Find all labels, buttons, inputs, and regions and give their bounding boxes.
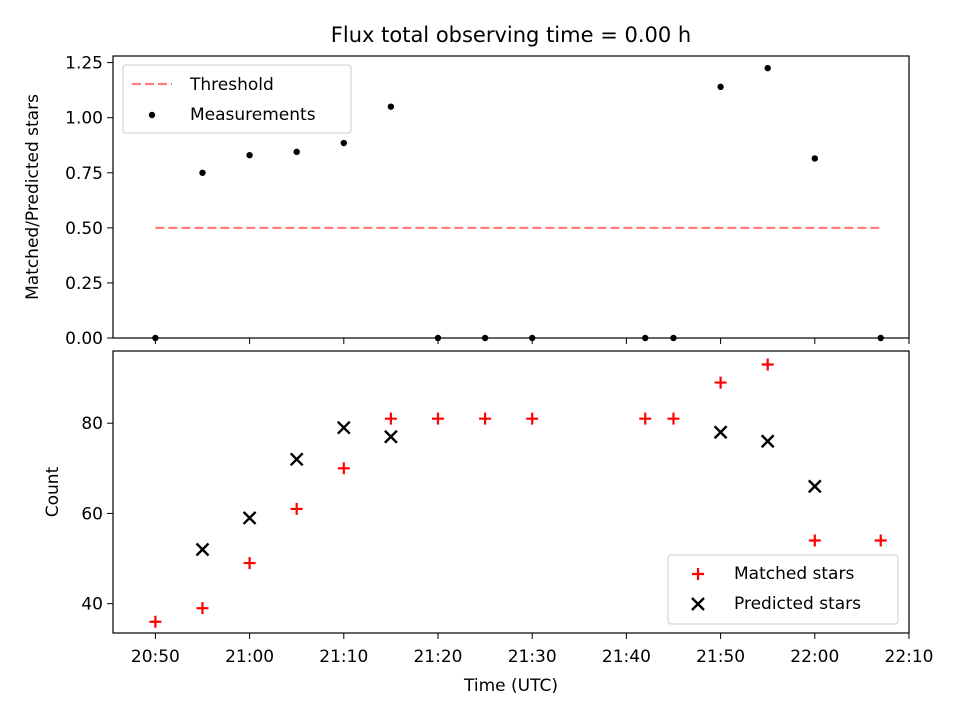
x-tick-label: 21:20 bbox=[413, 647, 462, 667]
legend-predicted-swatch bbox=[691, 597, 705, 611]
measurement-point bbox=[246, 151, 253, 159]
legend-measurements-swatch bbox=[148, 111, 156, 119]
legend-matched-swatch bbox=[692, 568, 704, 580]
measurement-point bbox=[811, 155, 818, 162]
matched-star-point bbox=[479, 412, 492, 425]
matched-star-point bbox=[431, 412, 444, 425]
y-tick-label: 0.75 bbox=[65, 164, 103, 184]
matched-star-point bbox=[290, 502, 303, 515]
legend-box bbox=[122, 64, 352, 134]
x-tick-label: 21:30 bbox=[508, 647, 557, 667]
y-tick-label: 1.00 bbox=[65, 109, 103, 129]
plot-frame bbox=[112, 55, 910, 339]
y-tick-label: 40 bbox=[81, 595, 103, 615]
predicted-star-point bbox=[713, 425, 728, 440]
y-tick-label: 1.25 bbox=[65, 54, 103, 74]
y-tick-label: 0.25 bbox=[65, 274, 103, 294]
x-tick-label: 21:40 bbox=[602, 647, 651, 667]
measurement-point bbox=[293, 148, 300, 156]
measurement-point bbox=[434, 334, 442, 342]
legend-threshold-label: Threshold bbox=[189, 75, 274, 95]
measurement-point bbox=[152, 334, 159, 342]
matched-star-point bbox=[808, 534, 821, 547]
matched-star-point bbox=[714, 376, 727, 389]
x-tick-label: 21:00 bbox=[225, 647, 274, 667]
predicted-star-point bbox=[760, 434, 775, 449]
series-predicted-stars bbox=[195, 420, 822, 557]
legend-measurements-label: Measurements bbox=[190, 105, 316, 125]
x-tick-label: 20:50 bbox=[131, 647, 180, 667]
matched-star-point bbox=[761, 358, 774, 371]
measurement-point bbox=[877, 334, 884, 342]
series-measurements bbox=[152, 64, 884, 342]
measurement-point bbox=[340, 139, 347, 147]
measurement-point bbox=[387, 103, 395, 110]
plot-frame bbox=[112, 350, 910, 634]
y-tick-label: 60 bbox=[81, 504, 103, 524]
matched-star-point bbox=[337, 462, 350, 475]
measurement-point bbox=[199, 169, 206, 176]
x-tick-label: 21:10 bbox=[319, 647, 368, 667]
matched-star-point bbox=[874, 534, 887, 547]
matched-star-point bbox=[667, 412, 680, 425]
y-tick-label: 80 bbox=[81, 414, 103, 434]
y-tick-label: 0.00 bbox=[65, 329, 103, 349]
legend-matched-label: Matched stars bbox=[734, 564, 854, 584]
measurement-point bbox=[528, 334, 536, 342]
y-axis-label: Count bbox=[43, 466, 63, 517]
matched-star-point bbox=[384, 412, 397, 425]
y-axis-label: Matched/Predicted stars bbox=[23, 94, 43, 300]
predicted-star-point bbox=[289, 452, 304, 467]
legend-predicted-label: Predicted stars bbox=[734, 594, 861, 614]
matched-star-point bbox=[149, 615, 162, 628]
predicted-star-point bbox=[807, 479, 822, 494]
measurement-point bbox=[717, 83, 724, 91]
matched-star-point bbox=[526, 412, 539, 425]
matched-star-point bbox=[243, 557, 256, 570]
x-tick-label: 22:00 bbox=[790, 647, 839, 667]
x-tick-label: 21:50 bbox=[696, 647, 745, 667]
top-panel: 0.00 0.25 0.50 0.75 1.00 1.25 Matched/Predicte… bbox=[23, 54, 910, 349]
predicted-star-point bbox=[242, 511, 257, 525]
series-matched-stars bbox=[149, 358, 887, 628]
legend: Matched stars Predicted stars bbox=[667, 554, 899, 625]
figure-title: Flux total observing time = 0.00 h bbox=[331, 23, 691, 47]
legend-box bbox=[667, 554, 899, 625]
measurement-point bbox=[642, 334, 649, 342]
bottom-panel: 40 60 80 20:50 21:00 21:10 21:20 21:30 21:40 21:5… bbox=[43, 350, 934, 696]
legend: Threshold Measurements bbox=[122, 64, 352, 134]
y-tick-label: 0.50 bbox=[65, 219, 103, 239]
predicted-star-point bbox=[384, 429, 398, 444]
matched-star-point bbox=[196, 602, 209, 615]
matched-star-point bbox=[639, 412, 652, 425]
measurement-point bbox=[764, 64, 771, 72]
predicted-star-point bbox=[195, 542, 210, 557]
x-tick-label: 22:10 bbox=[885, 647, 934, 667]
measurement-point bbox=[670, 334, 677, 342]
measurement-point bbox=[481, 334, 489, 342]
x-axis-label: Time (UTC) bbox=[463, 676, 558, 696]
predicted-star-point bbox=[336, 420, 351, 435]
